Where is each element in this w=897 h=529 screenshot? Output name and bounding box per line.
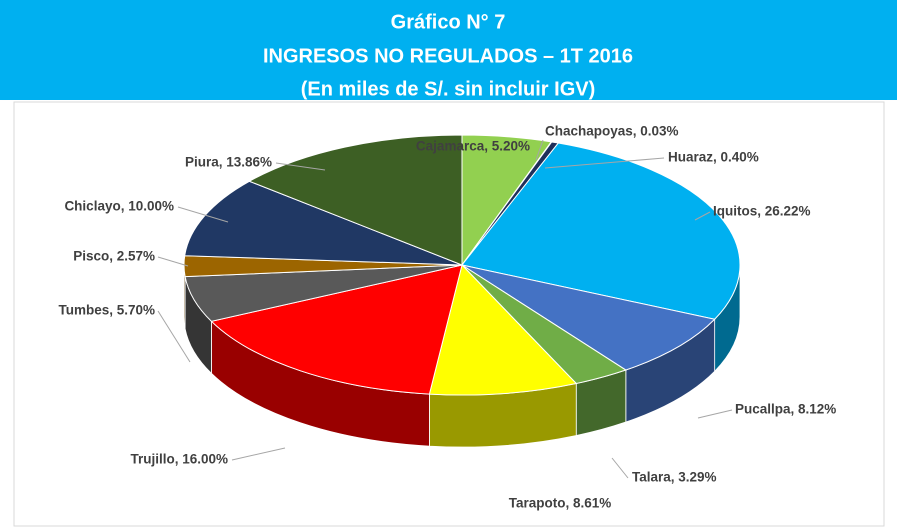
data-label: Iquitos, 26.22%: [713, 204, 811, 219]
data-label: Chiclayo, 10.00%: [64, 199, 174, 214]
data-label: Tarapoto, 8.61%: [509, 496, 612, 511]
leader-line: [157, 256, 189, 267]
leader-line: [231, 447, 286, 461]
leader-line: [697, 409, 733, 419]
data-label: Tumbes, 5.70%: [58, 303, 155, 318]
data-label: Piura, 13.86%: [185, 155, 272, 170]
slice: [461, 264, 716, 371]
chart-frame: [13, 101, 885, 527]
leader-line: [694, 211, 711, 221]
slice: [184, 180, 463, 266]
leader-line: [177, 206, 229, 223]
chart-title: INGRESOS NO REGULADOS – 1T 2016: [263, 45, 633, 67]
title-band: [0, 0, 897, 100]
data-label: Pisco, 2.57%: [73, 249, 155, 264]
pie-sides: [183, 264, 741, 448]
leader-line: [535, 139, 544, 161]
data-label: Chachapoyas, 0.03%: [545, 124, 679, 139]
leader-line: [611, 457, 629, 479]
leader-line: [157, 310, 191, 363]
pie-tops: [183, 134, 741, 396]
slice: [461, 142, 741, 320]
data-label: Trujillo, 16.00%: [130, 452, 228, 467]
leader-line: [544, 157, 665, 169]
chart-subtitle: (En miles de S/. sin incluir IGV): [301, 78, 596, 100]
chart-title: Gráfico N° 7: [391, 11, 506, 33]
slice: [428, 264, 578, 396]
data-label: Pucallpa, 8.12%: [735, 402, 836, 417]
slice: [248, 134, 463, 266]
data-label: Talara, 3.29%: [632, 470, 717, 485]
data-label: Cajamarca, 5.20%: [416, 139, 530, 154]
leader-line: [275, 162, 326, 171]
slice: [210, 264, 463, 395]
data-label: Huaraz, 0.40%: [668, 150, 759, 165]
